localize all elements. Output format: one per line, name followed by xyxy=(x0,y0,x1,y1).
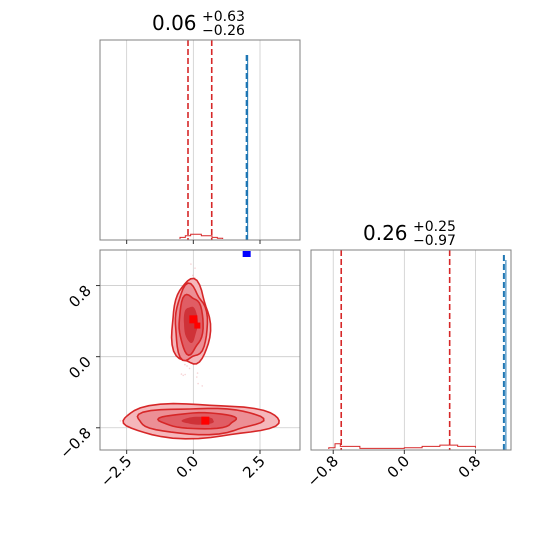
title-param-1: 0.06 +0.63−0.26 xyxy=(152,9,245,39)
panel-frame xyxy=(99,249,301,451)
mode-marker xyxy=(201,416,210,425)
panel-frame xyxy=(99,39,301,241)
title-value: 0.26 xyxy=(363,221,408,245)
sample-point xyxy=(182,374,185,377)
sample-point xyxy=(188,367,191,370)
x-tick-label: 0.0 xyxy=(173,452,203,482)
title-param-2: 0.26 +0.25−0.97 xyxy=(363,219,456,249)
title-value: 0.06 xyxy=(152,11,197,35)
panel-frame xyxy=(310,249,512,451)
x-tick-label: 0.8 xyxy=(455,452,485,482)
x-tick-label: 2.5 xyxy=(239,452,269,482)
title-lower: −0.26 xyxy=(202,23,245,39)
sample-point xyxy=(196,376,198,378)
sample-point xyxy=(184,373,186,376)
histogram-1 xyxy=(179,233,224,239)
x-tick-label: −2.5 xyxy=(97,452,135,490)
sample-point xyxy=(119,420,122,422)
sample-point xyxy=(201,385,204,387)
mode-marker xyxy=(194,322,201,329)
mode-marker xyxy=(189,315,198,324)
sample-point xyxy=(191,274,194,277)
title-lower: −0.97 xyxy=(413,233,456,249)
y-tick-label: 0.0 xyxy=(65,353,95,383)
histogram-2 xyxy=(328,443,476,449)
x-tick-label: 0.0 xyxy=(384,452,414,482)
y-tick-label: −0.8 xyxy=(56,424,94,462)
title-upper: +0.25 xyxy=(413,219,456,235)
sample-point xyxy=(194,267,196,269)
sample-point xyxy=(190,263,192,265)
truth-marker xyxy=(242,251,251,257)
sample-point xyxy=(180,373,183,375)
sample-point xyxy=(186,365,188,367)
sample-point xyxy=(184,363,186,366)
x-tick-label: −0.8 xyxy=(304,452,342,490)
sample-point xyxy=(196,372,199,374)
sample-point xyxy=(197,382,199,385)
title-upper: +0.63 xyxy=(202,9,245,25)
y-tick-label: 0.8 xyxy=(65,282,95,312)
